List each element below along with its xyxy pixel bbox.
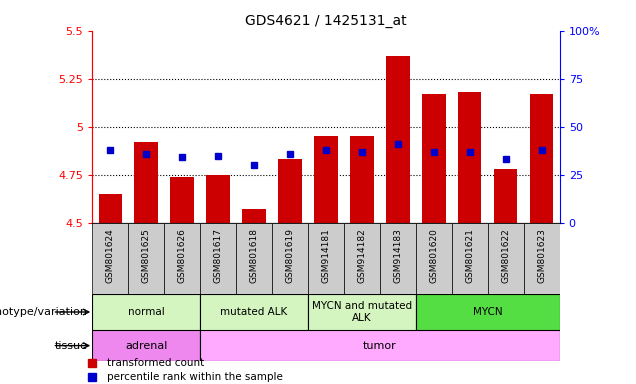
- Text: GSM914181: GSM914181: [321, 228, 331, 283]
- Text: tumor: tumor: [363, 341, 397, 351]
- Bar: [134, 142, 158, 223]
- Text: adrenal: adrenal: [125, 341, 167, 351]
- Text: tissue: tissue: [55, 341, 88, 351]
- Text: normal: normal: [128, 307, 165, 317]
- Bar: [164, 223, 200, 294]
- Bar: [488, 223, 523, 294]
- Text: MYCN and mutated
ALK: MYCN and mutated ALK: [312, 301, 412, 323]
- Text: GSM801618: GSM801618: [249, 228, 258, 283]
- Bar: [523, 223, 560, 294]
- Bar: [314, 136, 338, 223]
- Bar: [422, 94, 445, 223]
- Bar: [279, 159, 301, 223]
- Text: MYCN: MYCN: [473, 307, 502, 317]
- Bar: [128, 223, 164, 294]
- Bar: [416, 223, 452, 294]
- Title: GDS4621 / 1425131_at: GDS4621 / 1425131_at: [245, 14, 407, 28]
- Text: GSM801624: GSM801624: [106, 228, 114, 283]
- Text: GSM801626: GSM801626: [177, 228, 186, 283]
- Bar: [99, 194, 122, 223]
- Text: GSM801617: GSM801617: [214, 228, 223, 283]
- Bar: [242, 209, 266, 223]
- Bar: [92, 223, 128, 294]
- Text: GSM801625: GSM801625: [142, 228, 151, 283]
- Text: GSM914183: GSM914183: [394, 228, 403, 283]
- Bar: [236, 223, 272, 294]
- Text: GSM801623: GSM801623: [537, 228, 546, 283]
- Bar: [272, 223, 308, 294]
- Bar: [200, 223, 236, 294]
- Bar: [530, 94, 553, 223]
- Text: percentile rank within the sample: percentile rank within the sample: [107, 372, 282, 382]
- Bar: [386, 56, 410, 223]
- Bar: [200, 294, 308, 330]
- Text: mutated ALK: mutated ALK: [221, 307, 287, 317]
- Text: GSM801620: GSM801620: [429, 228, 438, 283]
- Bar: [92, 330, 200, 361]
- Text: transformed count: transformed count: [107, 358, 204, 368]
- Bar: [207, 175, 230, 223]
- Bar: [350, 136, 373, 223]
- Bar: [494, 169, 518, 223]
- Bar: [344, 223, 380, 294]
- Bar: [458, 92, 481, 223]
- Bar: [380, 223, 416, 294]
- Text: GSM914182: GSM914182: [357, 228, 366, 283]
- Text: GSM801622: GSM801622: [501, 228, 510, 283]
- Bar: [416, 294, 560, 330]
- Bar: [308, 294, 416, 330]
- Bar: [92, 294, 200, 330]
- Bar: [170, 177, 194, 223]
- Text: genotype/variation: genotype/variation: [0, 307, 88, 317]
- Bar: [200, 330, 560, 361]
- Bar: [452, 223, 488, 294]
- Bar: [308, 223, 344, 294]
- Text: GSM801619: GSM801619: [286, 228, 294, 283]
- Text: GSM801621: GSM801621: [466, 228, 474, 283]
